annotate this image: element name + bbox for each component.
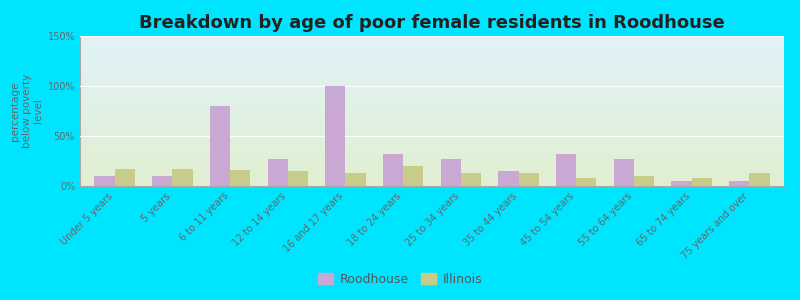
Bar [498,171,518,186]
Bar [267,159,288,186]
Bar [692,178,712,186]
Bar [461,173,481,186]
Bar [634,176,654,186]
Bar [403,166,423,186]
Bar [383,154,403,186]
Bar [750,173,770,186]
Bar [729,181,750,186]
Y-axis label: percentage
below poverty
level: percentage below poverty level [10,74,43,148]
Bar [288,171,308,186]
Bar [230,170,250,186]
Bar [172,169,193,186]
Bar [556,154,576,186]
Bar [152,176,172,186]
Bar [346,173,366,186]
Bar [114,169,135,186]
Bar [671,181,692,186]
Bar [576,178,597,186]
Bar [210,106,230,186]
Title: Breakdown by age of poor female residents in Roodhouse: Breakdown by age of poor female resident… [139,14,725,32]
Bar [614,159,634,186]
Bar [94,176,114,186]
Bar [441,159,461,186]
Bar [326,86,346,186]
Bar [518,173,538,186]
Legend: Roodhouse, Illinois: Roodhouse, Illinois [313,268,487,291]
